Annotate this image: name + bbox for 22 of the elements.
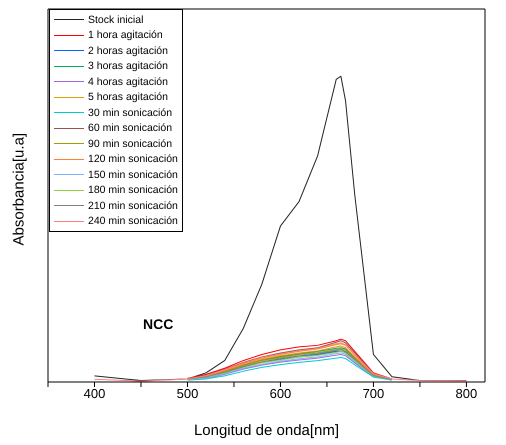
- x-tick-label: 500: [176, 386, 198, 402]
- x-tick-label: 600: [270, 386, 292, 402]
- legend-label: 150 min sonicación: [88, 168, 178, 181]
- legend-label: 240 min sonicación: [88, 215, 178, 228]
- legend-label: 30 min sonicación: [88, 106, 172, 119]
- y-axis-title: Absorbancia[u.a]: [10, 132, 28, 246]
- legend-label: 120 min sonicación: [88, 153, 178, 166]
- legend-label: 180 min sonicación: [88, 184, 178, 196]
- annotation: NCC: [143, 316, 174, 332]
- legend-label: 210 min sonicación: [88, 200, 178, 212]
- legend-label: Stock inicial: [88, 14, 144, 26]
- x-axis-title: Longitud de onda[nm]: [194, 422, 340, 439]
- legend-label: 3 horas agitación: [88, 60, 168, 72]
- legend-label: 1 hora agitación: [88, 29, 163, 42]
- x-tick-label: 400: [84, 386, 106, 402]
- legend-label: 90 min sonicación: [88, 138, 172, 150]
- legend-label: 2 horas agitación: [88, 44, 168, 57]
- legend-label: 4 horas agitación: [88, 76, 168, 88]
- legend-label: 60 min sonicación: [88, 122, 172, 134]
- x-tick-label: 700: [362, 386, 384, 402]
- x-tick-label: 800: [456, 386, 478, 402]
- legend-label: 5 horas agitación: [88, 91, 168, 104]
